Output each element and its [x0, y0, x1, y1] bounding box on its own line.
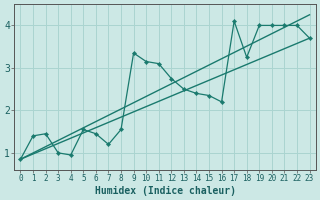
X-axis label: Humidex (Indice chaleur): Humidex (Indice chaleur)	[94, 186, 236, 196]
